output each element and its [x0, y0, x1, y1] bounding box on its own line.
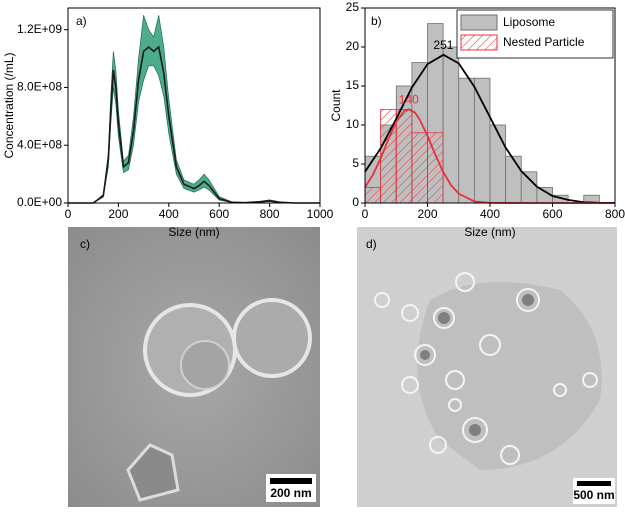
y-tick-label: 0.0E+00 [17, 195, 62, 209]
x-axis-title: Size (nm) [464, 225, 515, 239]
fit-curve [364, 108, 615, 204]
x-tick-label: 400 [159, 207, 179, 221]
peak-label: 140 [399, 93, 419, 107]
panel-label: c) [80, 237, 90, 251]
x-tick-label: 0 [362, 207, 369, 221]
bar [520, 171, 538, 204]
tem-image-c: 200 nm c) [68, 227, 320, 507]
panel-label: d) [366, 237, 377, 251]
y-tick-label: 8.0E+08 [17, 80, 62, 94]
bar [442, 46, 460, 204]
x-tick-label: 200 [108, 207, 128, 221]
tem-image-d: 500 nm d) [357, 227, 617, 507]
y-tick-label: 20 [346, 39, 360, 53]
x-tick-label: 200 [417, 207, 437, 221]
x-tick-label: 1000 [307, 207, 334, 221]
line [68, 45, 320, 204]
y-tick-label: 4.0E+08 [17, 137, 62, 151]
scale-bar-label: 200 nm [270, 486, 311, 500]
y-tick-label: 5 [352, 156, 359, 170]
x-tick-label: 400 [480, 207, 500, 221]
x-tick-label: 0 [65, 207, 72, 221]
panel-label: a) [76, 14, 87, 28]
error-band [68, 15, 320, 204]
y-tick-label: 15 [346, 78, 360, 92]
fit-curve [364, 53, 616, 204]
y-axis-title: Concentration (/mL) [2, 52, 16, 158]
scale-bar-label: 500 nm [573, 488, 614, 502]
bar [505, 155, 522, 204]
y-axis-title: Count [329, 89, 343, 122]
bar [364, 186, 382, 204]
legend-label: Nested Particle [503, 35, 585, 49]
y-tick-label: 0 [352, 195, 359, 209]
bar [489, 124, 507, 204]
legend-label: Liposome [503, 15, 555, 29]
legend-swatch [460, 14, 498, 31]
legend-swatch [460, 34, 498, 51]
y-tick-label: 25 [346, 0, 360, 14]
y-tick-label: 1.2E+09 [17, 22, 62, 36]
panel-label: b) [371, 14, 382, 28]
plot-frame [364, 7, 616, 204]
x-tick-label: 800 [260, 207, 280, 221]
y-tick-label: 10 [346, 117, 360, 131]
bar [458, 77, 475, 204]
x-tick-label: 800 [605, 207, 625, 221]
bar [395, 109, 413, 204]
bar [411, 132, 428, 204]
peak-label: 251 [433, 38, 453, 52]
bar [473, 77, 491, 204]
x-tick-label: 600 [542, 207, 562, 221]
x-axis-title: Size (nm) [168, 225, 219, 239]
x-tick-label: 600 [209, 207, 229, 221]
plot-frame [67, 7, 321, 204]
